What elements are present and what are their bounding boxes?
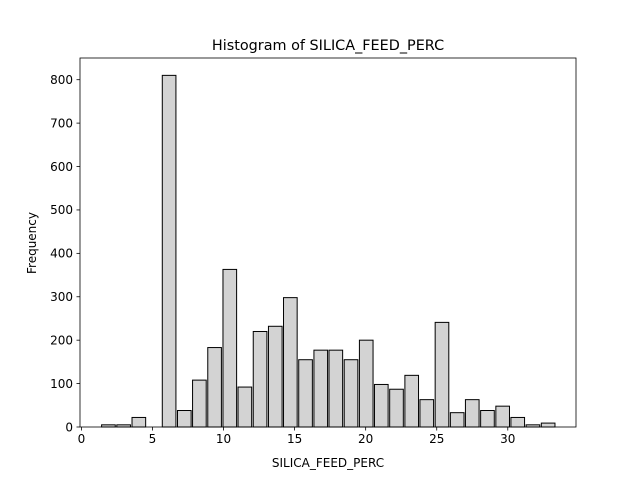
histogram-bar	[131, 416, 147, 428]
histogram-bar	[419, 399, 435, 428]
histogram-bar	[449, 412, 465, 428]
histogram-bar	[510, 416, 526, 428]
histogram-bar	[176, 410, 192, 428]
plot-frame	[79, 57, 577, 428]
histogram-bar	[373, 383, 389, 428]
y-tick-label: 400	[50, 247, 73, 261]
chart-title: Histogram of SILICA_FEED_PERC	[212, 38, 444, 54]
y-tick-label: 600	[50, 160, 73, 174]
histogram-bar	[207, 347, 222, 428]
bars-group	[101, 74, 556, 428]
x-tick-label: 25	[429, 432, 444, 446]
x-tick-label: 15	[287, 432, 302, 446]
y-axis-label: Frequency	[25, 212, 39, 274]
histogram-bar	[404, 374, 420, 428]
x-axis-ticks: 0 5 10 15 20 25 30	[78, 427, 515, 446]
x-tick-label: 20	[358, 432, 373, 446]
histogram-bar	[328, 349, 344, 428]
histogram-bar	[313, 349, 329, 428]
histogram-bar	[192, 379, 207, 428]
histogram-bar	[343, 359, 359, 428]
x-axis-label: SILICA_FEED_PERC	[272, 456, 384, 470]
histogram-bar	[161, 74, 177, 428]
histogram-bar	[237, 386, 253, 428]
y-axis-ticks: 0 100 200 300 400 500 600 700 800	[50, 73, 80, 434]
x-tick-label: 5	[149, 432, 157, 446]
y-tick-label: 700	[50, 116, 73, 130]
histogram-bar	[464, 399, 480, 428]
y-tick-label: 200	[50, 333, 73, 347]
histogram-bar	[389, 388, 404, 428]
histogram-bar	[540, 422, 556, 428]
histogram-bar	[267, 325, 283, 428]
y-tick-label: 0	[65, 420, 73, 434]
histogram-bar	[480, 410, 495, 428]
histogram-bar	[434, 321, 450, 428]
histogram-bar	[298, 359, 313, 428]
y-tick-label: 800	[50, 73, 73, 87]
x-tick-label: 10	[216, 432, 231, 446]
histogram-bar	[283, 297, 298, 428]
y-tick-label: 300	[50, 290, 73, 304]
y-tick-label: 500	[50, 203, 73, 217]
x-tick-label: 0	[78, 432, 86, 446]
x-tick-label: 30	[500, 432, 515, 446]
y-tick-label: 100	[50, 377, 73, 391]
histogram-bar	[252, 330, 268, 428]
histogram-bar	[495, 405, 510, 428]
histogram-bar	[358, 339, 374, 428]
histogram-bar	[222, 268, 238, 428]
